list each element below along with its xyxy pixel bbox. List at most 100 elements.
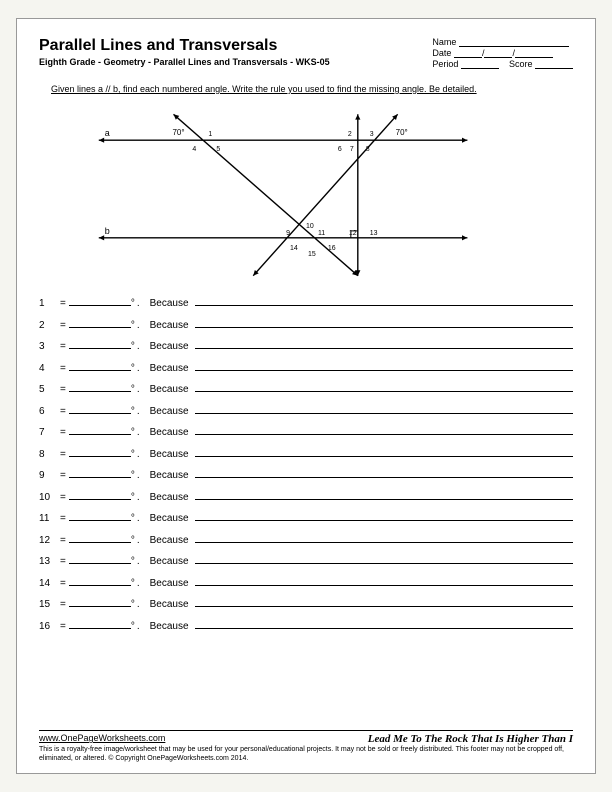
because-label: Because <box>150 298 189 309</box>
name-blank[interactable] <box>459 37 569 47</box>
answer-row: 10=°.Because <box>39 489 573 503</box>
name-label: Name <box>432 37 456 47</box>
line-a-label: a <box>105 128 110 138</box>
angle-blank[interactable] <box>69 381 131 392</box>
reason-blank[interactable] <box>195 317 573 328</box>
reason-blank[interactable] <box>195 295 573 306</box>
reason-blank[interactable] <box>195 446 573 457</box>
reason-blank[interactable] <box>195 532 573 543</box>
angle-label: 1 <box>208 131 212 138</box>
degree-symbol: ° <box>131 599 135 610</box>
answer-number: 5 <box>39 384 57 395</box>
date-field: Date // <box>432 48 573 58</box>
given-angle: 70° <box>396 128 408 137</box>
angle-label: 13 <box>370 230 378 237</box>
angle-blank[interactable] <box>69 295 131 306</box>
equals-sign: = <box>60 298 66 309</box>
period: . <box>137 578 140 589</box>
period: . <box>137 470 140 481</box>
period-blank[interactable] <box>461 59 499 69</box>
answer-number: 14 <box>39 578 57 589</box>
degree-symbol: ° <box>131 406 135 417</box>
equals-sign: = <box>60 320 66 331</box>
date-blank-3[interactable] <box>515 48 553 58</box>
date-blank-1[interactable] <box>454 48 482 58</box>
because-label: Because <box>150 470 189 481</box>
period: . <box>137 363 140 374</box>
period: . <box>137 449 140 460</box>
answer-row: 3=°.Because <box>39 338 573 352</box>
answer-row: 5=°.Because <box>39 381 573 395</box>
angle-blank[interactable] <box>69 338 131 349</box>
angle-label: 12 <box>349 230 357 237</box>
score-blank[interactable] <box>535 59 573 69</box>
reason-blank[interactable] <box>195 467 573 478</box>
angle-blank[interactable] <box>69 360 131 371</box>
degree-symbol: ° <box>131 298 135 309</box>
answer-number: 12 <box>39 535 57 546</box>
title-block: Parallel Lines and Transversals Eighth G… <box>39 37 330 67</box>
angle-blank[interactable] <box>69 553 131 564</box>
equals-sign: = <box>60 535 66 546</box>
score-label: Score <box>509 59 533 69</box>
period: . <box>137 535 140 546</box>
degree-symbol: ° <box>131 384 135 395</box>
answer-number: 9 <box>39 470 57 481</box>
period: . <box>137 298 140 309</box>
angle-blank[interactable] <box>69 510 131 521</box>
answer-number: 10 <box>39 492 57 503</box>
angle-blank[interactable] <box>69 575 131 586</box>
reason-blank[interactable] <box>195 424 573 435</box>
period: . <box>137 513 140 524</box>
angle-blank[interactable] <box>69 596 131 607</box>
reason-blank[interactable] <box>195 360 573 371</box>
reason-blank[interactable] <box>195 489 573 500</box>
reason-blank[interactable] <box>195 596 573 607</box>
angle-label: 2 <box>348 131 352 138</box>
degree-symbol: ° <box>131 363 135 374</box>
answer-number: 6 <box>39 406 57 417</box>
answer-row: 6=°.Because <box>39 403 573 417</box>
because-label: Because <box>150 578 189 589</box>
answer-row: 1=°.Because <box>39 295 573 309</box>
answer-row: 9=°.Because <box>39 467 573 481</box>
equals-sign: = <box>60 449 66 460</box>
because-label: Because <box>150 535 189 546</box>
reason-blank[interactable] <box>195 338 573 349</box>
degree-symbol: ° <box>131 578 135 589</box>
angle-label: 6 <box>338 146 342 153</box>
line-b-label: b <box>105 226 110 236</box>
angle-blank[interactable] <box>69 446 131 457</box>
because-label: Because <box>150 427 189 438</box>
degree-symbol: ° <box>131 513 135 524</box>
answer-number: 4 <box>39 363 57 374</box>
equals-sign: = <box>60 578 66 589</box>
angle-blank[interactable] <box>69 403 131 414</box>
footer-link[interactable]: www.OnePageWorksheets.com <box>39 733 165 745</box>
angle-blank[interactable] <box>69 618 131 629</box>
reason-blank[interactable] <box>195 510 573 521</box>
answer-row: 16=°.Because <box>39 618 573 632</box>
angle-blank[interactable] <box>69 489 131 500</box>
answer-number: 2 <box>39 320 57 331</box>
reason-blank[interactable] <box>195 553 573 564</box>
answer-number: 11 <box>39 513 57 524</box>
date-blank-2[interactable] <box>484 48 512 58</box>
angle-blank[interactable] <box>69 317 131 328</box>
angle-blank[interactable] <box>69 467 131 478</box>
angle-label: 3 <box>370 131 374 138</box>
angle-blank[interactable] <box>69 532 131 543</box>
angle-label: 8 <box>366 146 370 153</box>
worksheet-page: Parallel Lines and Transversals Eighth G… <box>16 18 596 774</box>
angle-label: 11 <box>318 230 325 237</box>
degree-symbol: ° <box>131 621 135 632</box>
degree-symbol: ° <box>131 449 135 460</box>
answer-row: 2=°.Because <box>39 317 573 331</box>
reason-blank[interactable] <box>195 618 573 629</box>
reason-blank[interactable] <box>195 403 573 414</box>
equals-sign: = <box>60 427 66 438</box>
reason-blank[interactable] <box>195 381 573 392</box>
reason-blank[interactable] <box>195 575 573 586</box>
angle-blank[interactable] <box>69 424 131 435</box>
answer-number: 7 <box>39 427 57 438</box>
